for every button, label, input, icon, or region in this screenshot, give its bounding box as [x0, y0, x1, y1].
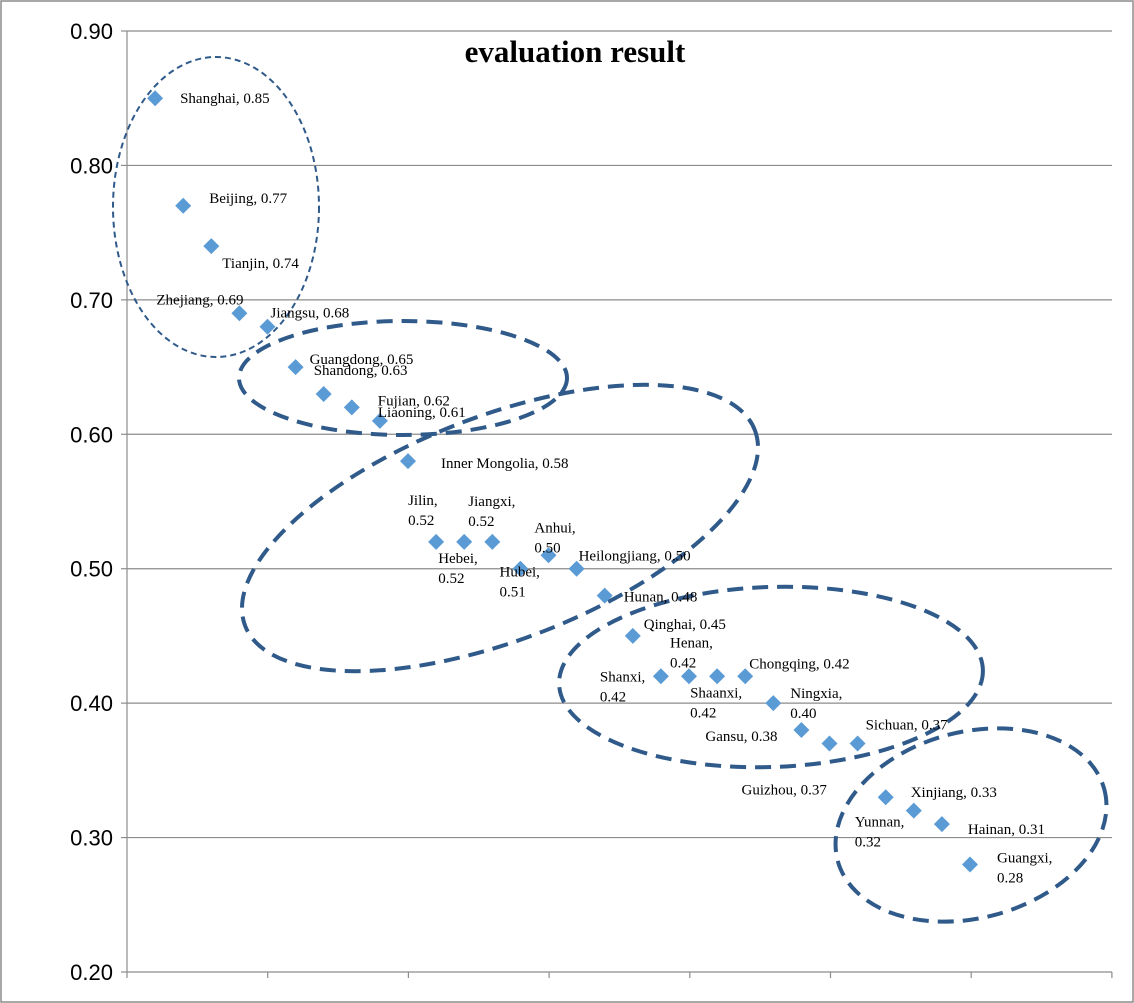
point-label: 0.28 [997, 870, 1023, 886]
cluster-ellipse-bottom [833, 726, 1109, 924]
point-label: 0.32 [855, 835, 881, 851]
point-inner-mongolia [400, 453, 416, 470]
point-guangdong [287, 359, 304, 376]
x-tick-marks [126, 972, 1113, 978]
point-label: 0.42 [600, 689, 626, 705]
point-label: Qinghai, 0.45 [644, 617, 726, 633]
point-label: Tianjin, 0.74 [222, 256, 299, 272]
point-label: 0.50 [534, 541, 560, 557]
point-label: Zhejiang, 0.69 [156, 292, 243, 308]
point-beijing [175, 197, 192, 214]
point-qinghai [624, 627, 641, 644]
point-label: Henan, [670, 635, 713, 651]
y-tick-labels: 0.90 0.80 0.70 0.60 0.50 0.40 0.30 0.20 [70, 19, 113, 985]
point-label: Anhui, [534, 521, 575, 537]
point-label: Guizhou, 0.37 [742, 782, 828, 798]
point-hainan [933, 816, 950, 833]
point-label: 0.40 [790, 706, 816, 722]
point-labels: Shanghai, 0.85 Beijing, 0.77 Tianjin, 0.74… [156, 91, 1052, 886]
cluster-ellipse-middle [239, 382, 761, 674]
point-label: Guangdong, 0.65 [310, 352, 414, 368]
point-gansu [793, 722, 810, 739]
point-heilongjiang [568, 560, 585, 577]
gridlines [121, 30, 1112, 973]
y-tick-label: 0.60 [70, 422, 113, 447]
point-label: Yunnan, [855, 815, 905, 831]
point-label: Chongqing, 0.42 [749, 656, 849, 672]
point-label: Guangxi, [997, 850, 1052, 866]
y-tick-label: 0.80 [70, 153, 113, 178]
y-tick-label: 0.30 [70, 826, 113, 851]
point-label: Xinjiang, 0.33 [911, 785, 997, 801]
point-hunan [596, 587, 613, 604]
point-label: Shandong, 0.63 [314, 363, 408, 379]
point-label: Ningxia, [790, 686, 842, 702]
point-label: Hainan, 0.31 [968, 822, 1045, 838]
point-label: Beijing, 0.77 [209, 191, 287, 207]
point-label: Jilin, [408, 493, 438, 509]
point-label: Hunan, 0.48 [624, 590, 698, 606]
point-shandong [315, 385, 332, 402]
point-label: Sichuan, 0.37 [866, 717, 949, 733]
point-label: Shanxi, [600, 669, 645, 685]
point-chongqing [737, 668, 754, 685]
point-label: 0.51 [500, 584, 526, 600]
data-points [147, 90, 978, 873]
y-tick-label: 0.40 [70, 691, 113, 716]
point-label: Jiangsu, 0.68 [271, 306, 350, 322]
point-jiangxi [484, 533, 501, 550]
chart-title: evaluation result [465, 34, 686, 69]
point-xinjiang [877, 789, 894, 806]
point-sichuan [849, 735, 866, 752]
point-anhui [512, 560, 529, 577]
point-hubei [540, 547, 557, 564]
point-guizhou [821, 735, 838, 752]
y-tick-label: 0.50 [70, 557, 113, 582]
point-label: 0.52 [468, 514, 494, 530]
point-label: Gansu, 0.38 [705, 729, 777, 745]
point-label: 0.52 [438, 571, 464, 587]
point-label: Liaoning, 0.61 [378, 405, 466, 421]
point-guangxi [962, 856, 978, 873]
point-liaoning [371, 412, 388, 429]
point-label: Heilongjiang, 0.50 [579, 549, 691, 565]
point-label: Hebei, [438, 551, 478, 567]
cluster-ellipse-top [112, 56, 320, 358]
point-zhejiang [231, 305, 248, 322]
point-hebei [456, 533, 473, 550]
point-jilin [428, 533, 445, 550]
y-tick-label: 0.90 [70, 19, 113, 44]
point-label: Fujian, 0.62 [378, 393, 450, 409]
point-henan [681, 668, 697, 685]
point-label: Shanghai, 0.85 [180, 91, 270, 107]
point-ningxia [765, 695, 782, 712]
point-label: Inner Mongolia, 0.58 [441, 456, 568, 472]
point-label: Hubei, [500, 564, 540, 580]
point-yunnan [905, 802, 922, 819]
point-shaanxi [709, 668, 726, 685]
point-label: Shaanxi, [690, 685, 742, 701]
cluster-ellipses [112, 56, 1109, 924]
cluster-ellipse-second [237, 319, 569, 437]
cluster-ellipse-fourth [557, 584, 985, 770]
point-label: 0.42 [670, 655, 696, 671]
point-label: 0.52 [408, 513, 434, 529]
point-label: Jiangxi, [468, 494, 515, 510]
point-label: 0.42 [690, 705, 716, 721]
point-jiangsu [259, 318, 276, 335]
point-shanghai [147, 90, 164, 107]
y-tick-label: 0.70 [70, 288, 113, 313]
y-tick-label: 0.20 [70, 960, 113, 985]
point-tianjin [203, 238, 220, 255]
point-fujian [343, 399, 360, 416]
point-shanxi [652, 668, 669, 685]
